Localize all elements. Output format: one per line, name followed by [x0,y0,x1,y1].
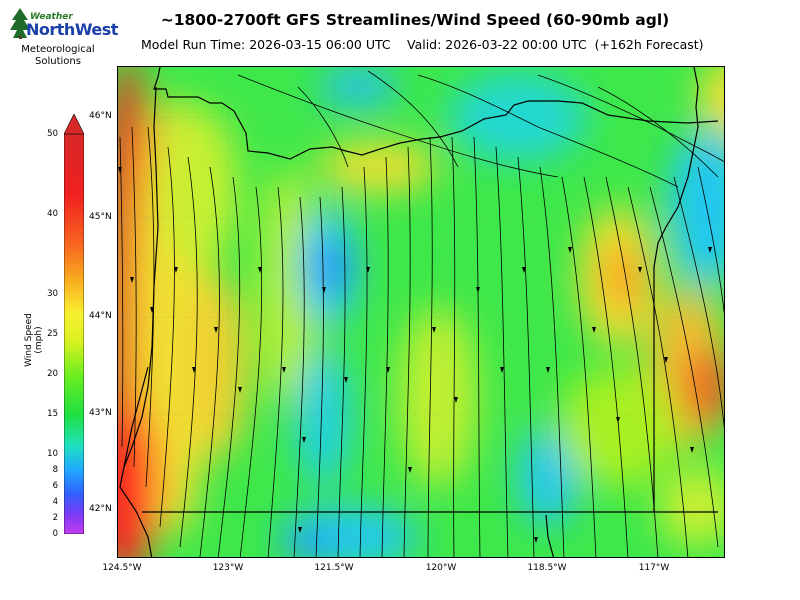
colorbar-tick: 20 [47,369,58,379]
lon-label: 124.5°W [102,563,142,573]
wind-speed-colorbar [63,113,85,535]
colorbar-tick: 2 [52,513,58,523]
logo-weather-text: Weather [30,12,73,22]
logo-subtitle-line1: Meteorological [21,44,95,55]
lat-label: 45°N [89,212,112,222]
lon-label: 118.5°W [527,563,567,573]
colorbar-tick: 8 [52,465,58,475]
logo-subtitle-line2: Solutions [35,56,81,67]
colorbar-tick: 50 [47,129,58,139]
state-boundaries [119,67,719,557]
wind-speed-map [117,66,725,558]
streamline-arrows [118,167,712,543]
map-canvas [118,67,724,557]
lon-label: 120°W [425,563,457,573]
lon-label: 123°W [212,563,244,573]
lat-label: 43°N [89,408,112,418]
lat-label: 42°N [89,504,112,514]
colorbar-tick: 15 [47,409,58,419]
colorbar-tick: 25 [47,329,58,339]
lon-label: 121.5°W [314,563,354,573]
logo-brand-text: NorthWest [26,20,118,39]
logo-subtitle: Meteorological Solutions [8,44,108,68]
colorbar-tick: 10 [47,449,58,459]
map-title: ~1800-2700ft GFS Streamlines/Wind Speed … [160,11,670,29]
colorbar-tick: 0 [52,529,58,539]
model-run-time: Model Run Time: 2026-03-15 06:00 UTC [141,37,391,52]
valid-time: Valid: 2026-03-22 00:00 UTC (+162h Forec… [407,37,704,52]
lon-label: 117°W [638,563,670,573]
colorbar-tick: 30 [47,289,58,299]
lat-label: 44°N [89,311,112,321]
colorbar-label: Wind Speed (mph) [24,313,44,367]
map-subtitle: Model Run Time: 2026-03-15 06:00 UTC Val… [110,37,750,82]
lat-label: 46°N [89,111,112,121]
colorbar-tick: 6 [52,481,58,491]
tree-logo-icon [10,8,30,39]
colorbar-tick: 4 [52,497,58,507]
colorbar-tick: 40 [47,209,58,219]
company-logo: Weather NorthWest Meteorological Solutio… [8,6,118,70]
